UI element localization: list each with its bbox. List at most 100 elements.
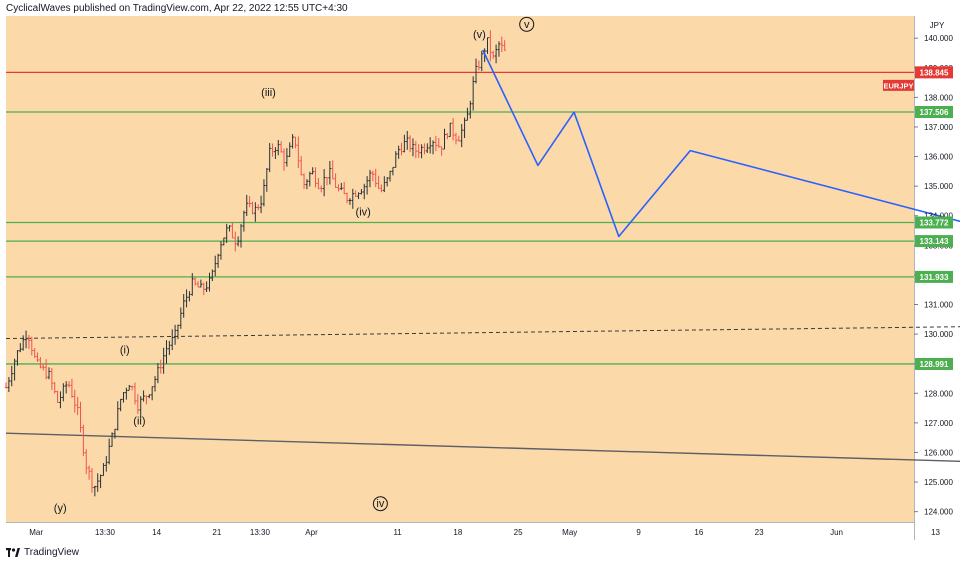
candle-142[interactable] [411, 138, 415, 157]
candle-139[interactable] [403, 134, 406, 153]
candle-154[interactable] [446, 132, 449, 140]
candle-163[interactable] [471, 76, 475, 111]
candle-40[interactable] [119, 398, 122, 412]
candle-5[interactable] [19, 343, 22, 353]
candle-70[interactable] [205, 281, 208, 293]
candle-42[interactable] [125, 387, 128, 400]
candle-41[interactable] [122, 392, 125, 403]
candle-130[interactable] [377, 175, 380, 190]
candle-66[interactable] [193, 277, 197, 286]
candle-98[interactable] [285, 148, 289, 167]
candle-67[interactable] [196, 281, 200, 288]
candle-113[interactable] [328, 160, 332, 185]
candle-157[interactable] [454, 132, 458, 145]
candle-9[interactable] [30, 336, 34, 356]
candle-136[interactable] [394, 151, 398, 168]
candle-24[interactable] [73, 389, 77, 413]
candle-116[interactable] [337, 184, 340, 192]
candle-89[interactable] [259, 195, 263, 214]
candle-4[interactable] [16, 350, 19, 366]
candle-108[interactable] [314, 167, 317, 188]
candle-148[interactable] [428, 137, 432, 154]
candle-46[interactable] [136, 394, 140, 415]
candle-58[interactable] [170, 329, 174, 351]
candle-6[interactable] [21, 335, 25, 351]
candle-164[interactable] [474, 58, 478, 84]
candle-140[interactable] [405, 130, 409, 150]
candle-14[interactable] [44, 359, 48, 380]
candle-110[interactable] [319, 185, 323, 193]
candle-12[interactable] [39, 357, 42, 369]
candle-87[interactable] [254, 202, 257, 222]
candle-129[interactable] [374, 168, 378, 188]
projection-path[interactable] [482, 49, 960, 238]
candle-95[interactable] [276, 139, 280, 156]
candle-101[interactable] [294, 136, 297, 149]
candle-152[interactable] [440, 146, 443, 156]
candle-37[interactable] [110, 432, 114, 447]
candle-88[interactable] [256, 204, 260, 211]
candle-109[interactable] [317, 177, 320, 190]
candle-127[interactable] [368, 169, 372, 188]
candle-160[interactable] [463, 117, 466, 139]
candle-138[interactable] [400, 142, 403, 156]
candle-125[interactable] [362, 183, 366, 200]
candle-39[interactable] [116, 401, 120, 431]
candle-45[interactable] [133, 382, 137, 405]
candle-83[interactable] [242, 210, 246, 232]
candle-55[interactable] [162, 347, 165, 374]
price-chart[interactable]: (y) (i) (ii) (iii) (iv) (v) v iv JPY 124.000 125.… [0, 16, 960, 540]
candle-134[interactable] [388, 170, 392, 182]
candle-28[interactable] [84, 449, 88, 474]
candle-168[interactable] [486, 37, 489, 54]
candle-34[interactable] [102, 463, 105, 477]
candle-61[interactable] [179, 307, 183, 329]
candle-48[interactable] [142, 390, 145, 402]
candle-91[interactable] [265, 168, 269, 192]
candle-17[interactable] [53, 381, 57, 394]
candle-131[interactable] [380, 184, 383, 193]
candle-11[interactable] [36, 352, 39, 363]
candle-36[interactable] [107, 438, 111, 465]
candle-158[interactable] [457, 135, 461, 142]
candle-84[interactable] [245, 194, 249, 217]
candle-23[interactable] [70, 378, 74, 398]
candle-93[interactable] [271, 143, 274, 157]
candle-10[interactable] [33, 348, 36, 358]
candle-173[interactable] [500, 36, 504, 53]
candle-166[interactable] [480, 50, 484, 72]
dashed-trendline-0[interactable] [5, 326, 960, 340]
candle-144[interactable] [417, 144, 421, 158]
candle-13[interactable] [41, 363, 45, 371]
candle-102[interactable] [297, 136, 300, 169]
candle-51[interactable] [150, 386, 154, 401]
candle-117[interactable] [340, 182, 343, 191]
candle-73[interactable] [213, 255, 217, 277]
candle-19[interactable] [59, 391, 62, 409]
candle-20[interactable] [62, 383, 65, 402]
candle-81[interactable] [236, 236, 240, 247]
candle-2[interactable] [10, 365, 14, 387]
candle-97[interactable] [282, 148, 286, 171]
candle-150[interactable] [434, 136, 438, 152]
candle-120[interactable] [348, 198, 352, 205]
candle-118[interactable] [342, 181, 346, 195]
candle-105[interactable] [305, 179, 309, 190]
candle-153[interactable] [443, 128, 446, 150]
candle-29[interactable] [87, 465, 91, 480]
candle-59[interactable] [173, 324, 177, 345]
trendline-1[interactable] [5, 432, 960, 463]
candle-80[interactable] [233, 231, 237, 252]
candle-16[interactable] [50, 367, 54, 390]
candle-145[interactable] [420, 144, 423, 159]
candle-38[interactable] [113, 428, 117, 439]
candle-77[interactable] [225, 223, 228, 243]
candle-119[interactable] [345, 192, 349, 204]
candle-103[interactable] [299, 156, 303, 176]
candle-132[interactable] [383, 176, 386, 193]
candle-174[interactable] [503, 40, 506, 51]
candle-26[interactable] [79, 401, 82, 433]
candle-18[interactable] [56, 390, 59, 404]
candle-146[interactable] [423, 143, 426, 155]
candle-165[interactable] [477, 60, 481, 71]
